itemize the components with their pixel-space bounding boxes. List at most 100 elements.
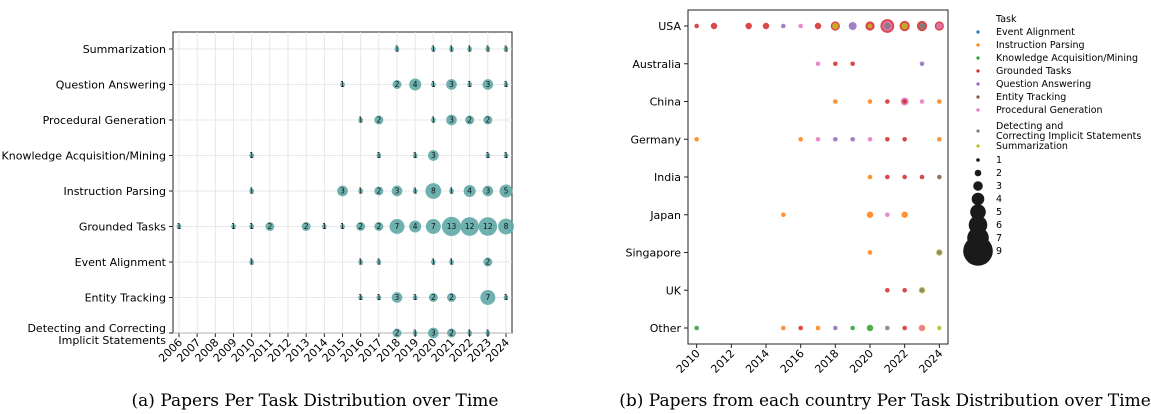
- point-other-2010-knowledge-acquisition-mining: [694, 325, 699, 331]
- legend-size-label-4: 4: [996, 194, 1002, 205]
- bubble-event-alignment-2021: [449, 259, 454, 265]
- x-tick-label-2020: 2020: [847, 347, 876, 376]
- point-usa-2011-grounded-tasks: [710, 22, 718, 30]
- bubble-summarization-2024: [503, 46, 509, 52]
- bubble-label-grounded-tasks-2022: 12: [465, 222, 475, 231]
- point-india-2022-grounded-tasks: [902, 174, 907, 180]
- bubble-label-knowledge-acquisition-mining-2017: 1: [376, 151, 381, 160]
- point-uk-2023-detecting-and-correcting-implicit-statements: [919, 287, 925, 293]
- bubble-label-entity-tracking-2024: 1: [504, 293, 509, 302]
- bubble-instruction-parsing-2010: [249, 188, 255, 194]
- x-tick-label-2012: 2012: [708, 347, 737, 376]
- bubble-label-knowledge-acquisition-mining-2024: 1: [504, 151, 509, 160]
- point-other-2024-summarization: [937, 325, 942, 331]
- legend-label-grounded-tasks: Grounded Tasks: [996, 66, 1071, 77]
- legend-size-label-5: 5: [996, 207, 1002, 218]
- bubble-summarization-2021: [449, 46, 454, 52]
- x-tick-label-2018: 2018: [812, 347, 841, 376]
- bubble-label-event-alignment-2023: 2: [485, 258, 490, 267]
- bubble-label-instruction-parsing-2016: 1: [358, 187, 363, 196]
- point-other-2023-procedural-generation: [919, 325, 925, 331]
- bubble-label-instruction-parsing-2020: 8: [431, 187, 436, 196]
- x-tick-label-2014: 2014: [743, 347, 772, 376]
- bubble-detecting-and-correcting-implicit-statements-2020: [427, 327, 439, 339]
- point-japan-2021-procedural-generation: [885, 212, 890, 218]
- legend-marker-procedural-generation: [976, 108, 980, 112]
- bubble-entity-tracking-2019: [412, 295, 418, 300]
- legend-size-marker-2: [974, 169, 982, 177]
- legend-marker-knowledge-acquisition-mining: [976, 56, 980, 60]
- bubble-instruction-parsing-2022: [463, 185, 476, 197]
- point-usa-2023-detecting-and-correcting-implicit-statements: [918, 22, 926, 30]
- bubble-label-question-answering-2018: 2: [395, 80, 400, 89]
- bubble-instruction-parsing-2024: [499, 184, 513, 198]
- plot-frame-b: [687, 9, 949, 345]
- bubble-label-event-alignment-2021: 1: [449, 258, 454, 267]
- bubble-detecting-and-correcting-implicit-statements-2021: [447, 328, 456, 338]
- bubble-label-instruction-parsing-2022: 4: [467, 187, 472, 196]
- point-china-2020-instruction-parsing: [867, 99, 873, 104]
- bubble-grounded-tasks-2019: [409, 220, 422, 233]
- legend-label-detecting-line2: Correcting Implicit Statements: [996, 131, 1141, 142]
- bubble-label-question-answering-2024: 1: [504, 80, 509, 89]
- point-germany-2010-instruction-parsing: [694, 136, 699, 142]
- bubble-label-grounded-tasks-2023: 12: [483, 222, 493, 231]
- bubble-procedural-generation-2021: [446, 114, 457, 126]
- x-tick-label-2010: 2010: [674, 347, 703, 376]
- point-usa-2013-grounded-tasks: [745, 22, 752, 30]
- bubble-label-instruction-parsing-2021: 1: [449, 187, 454, 196]
- bubble-label-summarization-2018: 1: [395, 45, 400, 54]
- legend-marker-detecting-and-correcting-implicit-statements: [976, 129, 980, 133]
- bubble-procedural-generation-2016: [358, 117, 364, 123]
- point-usa-2020-summarization: [867, 23, 873, 29]
- bubble-label-grounded-tasks-2011: 2: [267, 222, 272, 231]
- bubble-grounded-tasks-2013: [301, 222, 311, 231]
- bubble-instruction-parsing-2020: [425, 183, 442, 199]
- point-germany-2024-instruction-parsing: [937, 136, 942, 142]
- point-usa-2014-grounded-tasks: [762, 22, 770, 30]
- y-tick-label-summarization: Summarization: [83, 43, 166, 56]
- chart-b: 2010 2012 2014 2016 2018 2020 2022 2024 USA Austr…: [626, 9, 1141, 376]
- bubble-label-detecting-and-correcting-implicit-statements-2019: 1: [413, 329, 418, 338]
- y-tick-label-detecting-line2: Implicit Statements: [58, 334, 166, 347]
- point-other-2022-grounded-tasks: [902, 325, 907, 331]
- bubble-instruction-parsing-2016: [358, 188, 364, 194]
- point-usa-2016-procedural-generation: [798, 23, 803, 29]
- y-tick-label-grounded-tasks: Grounded Tasks: [79, 221, 166, 234]
- bubble-label-grounded-tasks-2024: 8: [504, 222, 509, 231]
- bubble-label-entity-tracking-2018: 3: [395, 293, 400, 302]
- point-india-2023-grounded-tasks: [919, 174, 925, 180]
- point-india-2020-instruction-parsing: [867, 174, 873, 180]
- bubble-question-answering-2019: [409, 78, 422, 91]
- bubble-label-question-answering-2022: 1: [467, 80, 472, 89]
- bubble-instruction-parsing-2018: [391, 185, 403, 197]
- y-tick-label-china: China: [650, 96, 681, 109]
- bubble-detecting-and-correcting-implicit-statements-2018: [392, 328, 402, 338]
- bubble-label-grounded-tasks-2006: 1: [177, 222, 182, 231]
- legend-size-label-7: 7: [996, 233, 1002, 244]
- point-china-2021-grounded-tasks: [885, 99, 890, 104]
- bubble-grounded-tasks-2018: [389, 219, 405, 234]
- bubble-label-detecting-and-correcting-implicit-statements-2018: 2: [395, 329, 400, 338]
- point-usa-2010-grounded-tasks: [694, 23, 699, 29]
- bubble-grounded-tasks-2014: [321, 224, 327, 229]
- bubble-label-summarization-2020: 1: [431, 45, 436, 54]
- bubble-label-knowledge-acquisition-mining-2010: 1: [249, 151, 254, 160]
- bubble-label-knowledge-acquisition-mining-2020: 3: [431, 151, 436, 160]
- point-germany-2016-instruction-parsing: [798, 136, 803, 142]
- point-singapore-2020-instruction-parsing: [867, 250, 873, 255]
- point-germany-2020-procedural-generation: [867, 136, 873, 142]
- legend-label-entity-tracking: Entity Tracking: [996, 92, 1066, 103]
- bubble-entity-tracking-2017: [376, 295, 382, 300]
- bubble-grounded-tasks-2011: [265, 222, 275, 231]
- bubble-label-instruction-parsing-2015: 3: [340, 187, 345, 196]
- legend-size-label-1: 1: [996, 155, 1002, 166]
- bubble-entity-tracking-2024: [503, 295, 509, 300]
- y-tick-label-uk: UK: [666, 284, 682, 297]
- bubble-label-question-answering-2015: 1: [340, 80, 345, 89]
- bubble-label-event-alignment-2020: 1: [431, 258, 436, 267]
- point-usa-2022-summarization: [901, 22, 908, 30]
- bubble-label-instruction-parsing-2017: 2: [376, 187, 381, 196]
- bubble-label-detecting-and-correcting-implicit-statements-2023: 1: [485, 329, 490, 338]
- bubble-label-entity-tracking-2016: 1: [358, 293, 363, 302]
